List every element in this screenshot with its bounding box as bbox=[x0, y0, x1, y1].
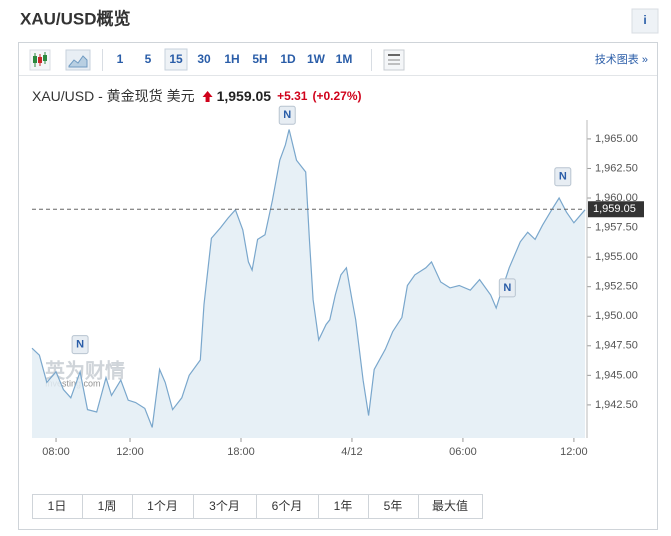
candle-icon[interactable] bbox=[29, 49, 51, 71]
range-button[interactable] bbox=[256, 494, 319, 519]
area-icon[interactable] bbox=[65, 49, 91, 71]
interval-button[interactable]: 15 bbox=[169, 52, 183, 66]
last-price: 1,959.05 bbox=[217, 88, 272, 104]
y-tick-label: 1,955.00 bbox=[595, 251, 638, 263]
range-button-label[interactable]: 3个月 bbox=[209, 499, 240, 513]
range-button-label[interactable]: 1年 bbox=[334, 499, 353, 513]
interval-button[interactable]: 5H bbox=[252, 52, 267, 66]
current-price-label: 1,959.05 bbox=[593, 203, 636, 215]
up-arrow bbox=[202, 91, 213, 102]
range-button[interactable] bbox=[368, 494, 419, 519]
y-tick-label: 1,957.50 bbox=[595, 221, 638, 233]
widget-title: XAU/USD概览 bbox=[20, 8, 131, 28]
news-marker[interactable] bbox=[554, 167, 572, 187]
interval-button[interactable]: 1D bbox=[280, 52, 296, 66]
y-tick-label: 1,962.50 bbox=[595, 162, 638, 174]
interval-active bbox=[164, 48, 188, 71]
interval-button[interactable]: 1H bbox=[224, 52, 239, 66]
interval-button[interactable]: 30 bbox=[197, 52, 211, 66]
info-button[interactable] bbox=[631, 8, 659, 34]
x-tick-label: 4/12 bbox=[341, 446, 362, 458]
table-icon[interactable] bbox=[383, 49, 405, 71]
range-button-label[interactable]: 1个月 bbox=[147, 499, 178, 513]
news-marker-label[interactable]: N bbox=[559, 171, 567, 183]
interval-button[interactable]: 1 bbox=[117, 52, 124, 66]
x-tick-label: 12:00 bbox=[116, 446, 144, 458]
range-button-label[interactable]: 1日 bbox=[48, 499, 67, 513]
range-button[interactable] bbox=[193, 494, 257, 519]
price-line bbox=[31, 129, 586, 428]
range-button-label[interactable]: 6个月 bbox=[272, 499, 303, 513]
news-marker[interactable] bbox=[498, 278, 516, 298]
panel bbox=[18, 42, 658, 530]
range-button-label[interactable]: 1周 bbox=[98, 499, 117, 513]
news-marker-label[interactable]: N bbox=[503, 282, 511, 294]
current-price-box bbox=[588, 201, 644, 218]
interval-button[interactable]: 5 bbox=[145, 52, 152, 66]
watermark-site: Investing.com bbox=[45, 378, 101, 388]
y-tick-label: 1,965.00 bbox=[595, 133, 638, 145]
x-tick-label: 06:00 bbox=[449, 446, 477, 458]
price-change: +5.31 bbox=[277, 89, 308, 103]
news-marker-label[interactable]: N bbox=[76, 339, 84, 351]
price-change-percent: (+0.27%) bbox=[312, 89, 361, 103]
range-button[interactable] bbox=[418, 494, 483, 519]
y-tick-label: 1,950.00 bbox=[595, 310, 638, 322]
news-marker-label[interactable]: N bbox=[283, 109, 291, 121]
y-tick-label: 1,952.50 bbox=[595, 281, 638, 293]
y-tick-label: 1,960.00 bbox=[595, 192, 638, 204]
area-fill bbox=[32, 129, 585, 438]
quote-line: XAU/USD - 黄金现货 美元 1,959.05 +5.31 (+0.27%) bbox=[32, 88, 361, 104]
news-marker[interactable] bbox=[71, 335, 89, 355]
x-tick-label: 18:00 bbox=[227, 446, 255, 458]
instrument-name: XAU/USD - 黄金现货 美元 bbox=[32, 88, 195, 104]
x-tick-label: 12:00 bbox=[560, 446, 588, 458]
interval-button[interactable]: 1M bbox=[336, 52, 353, 66]
x-tick-label: 08:00 bbox=[42, 446, 70, 458]
news-marker[interactable] bbox=[278, 105, 296, 125]
y-tick-label: 1,947.50 bbox=[595, 340, 638, 352]
interval-button[interactable]: 1W bbox=[307, 52, 326, 66]
y-tick-label: 1,945.00 bbox=[595, 369, 638, 381]
technical-chart-link[interactable]: 技术图表 » bbox=[595, 52, 648, 66]
range-button-label[interactable]: 最大值 bbox=[432, 498, 468, 513]
y-tick-label: 1,942.50 bbox=[595, 399, 638, 411]
range-button-label[interactable]: 5年 bbox=[384, 499, 403, 513]
info-icon[interactable]: i bbox=[643, 13, 646, 27]
